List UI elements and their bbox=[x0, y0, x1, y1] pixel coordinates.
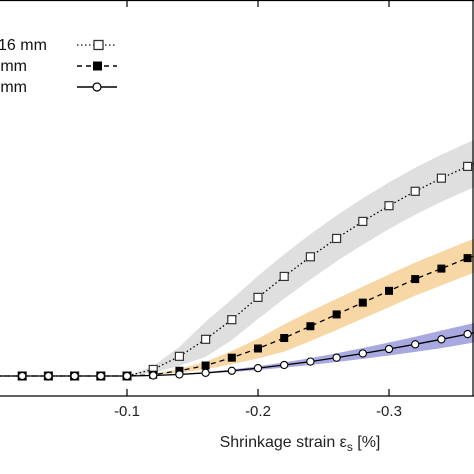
marker-4mm bbox=[332, 353, 341, 362]
marker-8mm bbox=[385, 286, 393, 295]
marker-4mm bbox=[227, 366, 236, 375]
marker-8mm bbox=[227, 353, 236, 362]
legend-label-16mm: 16 mm bbox=[0, 37, 47, 54]
marker-4mm bbox=[175, 370, 184, 379]
uncertainty-bands bbox=[0, 140, 474, 376]
marker-16mm bbox=[201, 334, 211, 344]
marker-4mm bbox=[384, 344, 394, 354]
series-line-4mm bbox=[0, 332, 474, 377]
marker-4mm bbox=[463, 329, 472, 339]
marker-4mm bbox=[44, 371, 53, 381]
marker-4mm bbox=[122, 371, 132, 381]
marker-4mm bbox=[253, 363, 263, 373]
x-axis-title: Shrinkage strain εs [%] bbox=[220, 434, 381, 454]
marker-8mm bbox=[254, 344, 262, 353]
marker-4mm bbox=[149, 371, 158, 380]
x-tick-label: -0.2 bbox=[245, 403, 271, 420]
marker-16mm bbox=[279, 271, 289, 282]
marker-8mm bbox=[463, 254, 472, 263]
marker-16mm bbox=[463, 161, 473, 171]
legend-marker-16mm bbox=[93, 39, 104, 51]
marker-8mm bbox=[280, 334, 289, 343]
marker-4mm bbox=[306, 357, 315, 366]
x-axis-title-subscript: s bbox=[347, 440, 353, 454]
marker-4mm bbox=[18, 371, 27, 381]
band-16mm bbox=[0, 140, 474, 376]
band-4mm bbox=[0, 323, 474, 376]
marker-8mm bbox=[411, 275, 420, 284]
marker-4mm bbox=[280, 360, 289, 370]
marker-8mm bbox=[332, 310, 341, 319]
marker-4mm bbox=[437, 335, 446, 344]
x-ticks: -0.1-0.2-0.3-0.4 bbox=[114, 0, 402, 420]
marker-8mm bbox=[306, 322, 315, 331]
x-axis-title-unit: [%] bbox=[353, 434, 381, 451]
legend-marker-8mm bbox=[93, 61, 102, 71]
marker-4mm bbox=[96, 371, 105, 381]
marker-16mm bbox=[410, 186, 420, 196]
marker-4mm bbox=[358, 349, 367, 358]
marker-16mm bbox=[358, 216, 368, 227]
marker-16mm bbox=[253, 292, 263, 302]
band-8mm bbox=[0, 238, 474, 376]
series-markers bbox=[17, 161, 473, 381]
marker-16mm bbox=[174, 351, 184, 361]
marker-16mm bbox=[332, 233, 342, 244]
marker-4mm bbox=[411, 340, 420, 349]
marker-8mm bbox=[201, 361, 210, 370]
x-tick-label: -0.3 bbox=[376, 403, 402, 420]
legend-marker-4mm bbox=[92, 82, 102, 92]
marker-4mm bbox=[70, 371, 79, 381]
x-axis-title-main: Shrinkage strain ε bbox=[220, 434, 347, 451]
marker-4mm bbox=[201, 368, 210, 378]
legend: 16 mm 8 mm 4 mm bbox=[0, 37, 117, 96]
legend-label-4mm: 4 mm bbox=[0, 79, 27, 96]
marker-16mm bbox=[436, 173, 446, 183]
series-lines bbox=[0, 163, 474, 377]
marker-16mm bbox=[305, 252, 315, 262]
marker-16mm bbox=[384, 201, 394, 211]
marker-8mm bbox=[437, 264, 446, 273]
legend-label-8mm: 8 mm bbox=[0, 58, 27, 75]
marker-16mm bbox=[227, 315, 237, 325]
marker-8mm bbox=[358, 298, 367, 307]
x-tick-label: -0.1 bbox=[114, 403, 140, 420]
